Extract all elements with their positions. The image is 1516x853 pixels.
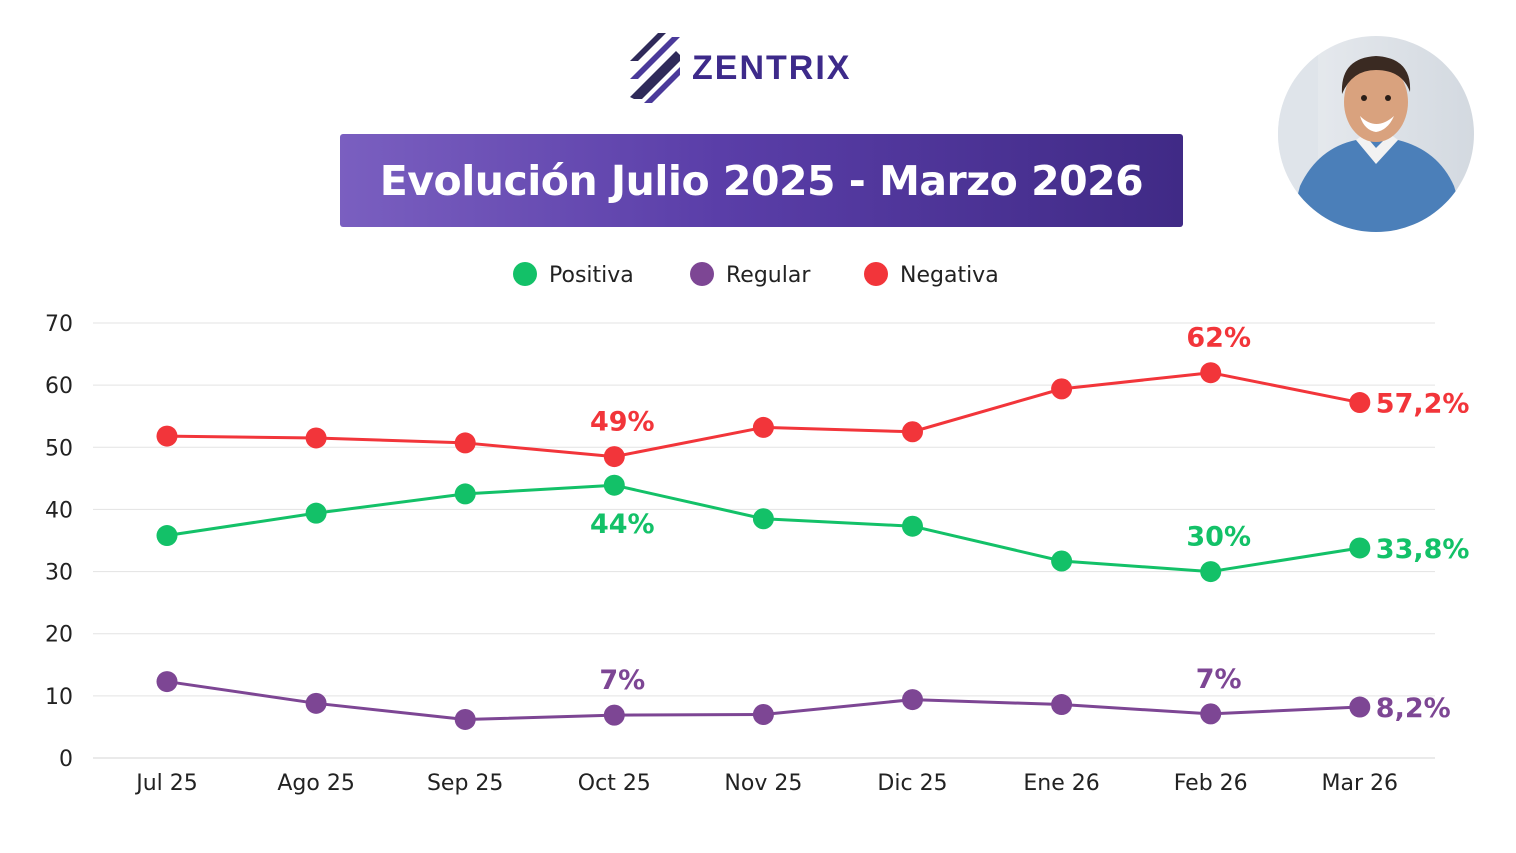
data-label-negativa: 57,2% (1376, 389, 1470, 420)
data-point-regular (1349, 696, 1371, 718)
x-tick-label: Oct 25 (578, 771, 651, 796)
legend-marker-positiva (513, 262, 537, 286)
series-group (156, 362, 1371, 730)
brand-name: ZENTRIX (692, 48, 852, 87)
data-point-negativa (603, 446, 625, 468)
data-point-negativa (1200, 362, 1222, 384)
legend-marker-regular (690, 262, 714, 286)
x-tick-label: Ene 26 (1023, 771, 1099, 796)
data-point-negativa (454, 432, 476, 454)
data-point-regular (156, 671, 178, 693)
y-tick-label: 40 (45, 498, 73, 523)
zentrix-logo: ZENTRIX (628, 30, 851, 106)
legend-marker-negativa (864, 262, 888, 286)
y-tick-label: 10 (45, 685, 73, 710)
data-point-positiva (305, 502, 327, 524)
data-label-regular: 8,2% (1376, 693, 1451, 724)
data-point-regular (305, 692, 327, 714)
data-point-regular (1051, 694, 1073, 716)
data-label-negativa: 62% (1186, 323, 1251, 354)
x-tick-label: Ago 25 (277, 771, 354, 796)
x-tick-label: Dic 25 (877, 771, 947, 796)
data-point-positiva (454, 483, 476, 505)
data-label-regular: 7% (1196, 664, 1242, 695)
x-tick-label: Nov 25 (724, 771, 802, 796)
y-tick-label: 50 (45, 436, 73, 461)
data-point-regular (752, 704, 774, 725)
data-point-positiva (1349, 537, 1371, 559)
y-tick-label: 70 (45, 312, 73, 337)
data-point-positiva (752, 508, 774, 530)
y-tick-label: 30 (45, 561, 73, 586)
chart-title: Evolución Julio 2025 - Marzo 2026 (379, 156, 1144, 205)
data-point-regular (1200, 703, 1222, 725)
x-tick-label: Sep 25 (427, 771, 503, 796)
data-point-regular (603, 704, 625, 726)
data-point-regular (902, 689, 923, 711)
data-point-positiva (1051, 550, 1073, 572)
data-label-positiva: 33,8% (1376, 534, 1470, 565)
data-point-positiva (902, 515, 923, 537)
data-labels: 44% 30% 33,8% 7% 7% 8,2% 49% 62% 57,2% (590, 323, 1469, 724)
data-label-positiva: 44% (590, 509, 655, 540)
data-point-negativa (1349, 392, 1371, 414)
legend: Positiva Regular Negativa (513, 262, 999, 288)
title-banner: Evolución Julio 2025 - Marzo 2026 (340, 134, 1183, 227)
legend-label-regular: Regular (726, 263, 811, 288)
zentrix-logo-mark-icon (630, 33, 680, 103)
y-tick-label: 0 (59, 747, 73, 772)
data-point-negativa (305, 427, 327, 449)
person-avatar (1278, 36, 1474, 232)
x-axis: Jul 25 Ago 25 Sep 25 Oct 25 Nov 25 Dic 25 Ene … (134, 771, 1398, 796)
x-tick-label: Feb 26 (1174, 771, 1248, 796)
y-tick-label: 20 (45, 623, 73, 648)
data-point-negativa (902, 421, 923, 443)
data-point-negativa (1051, 378, 1073, 400)
data-point-regular (454, 708, 476, 730)
data-point-negativa (752, 416, 774, 438)
data-point-negativa (156, 425, 178, 447)
data-label-positiva: 30% (1186, 522, 1251, 553)
data-point-positiva (1200, 561, 1222, 583)
y-axis: 0 10 20 30 40 50 60 70 (45, 312, 73, 772)
legend-label-positiva: Positiva (549, 263, 634, 288)
data-point-positiva (156, 525, 178, 547)
x-tick-label: Jul 25 (134, 771, 198, 796)
data-label-regular: 7% (599, 665, 645, 696)
x-tick-label: Mar 26 (1322, 771, 1399, 796)
data-label-negativa: 49% (590, 407, 655, 438)
y-tick-label: 60 (45, 374, 73, 399)
legend-label-negativa: Negativa (900, 263, 999, 288)
data-point-positiva (603, 474, 625, 496)
